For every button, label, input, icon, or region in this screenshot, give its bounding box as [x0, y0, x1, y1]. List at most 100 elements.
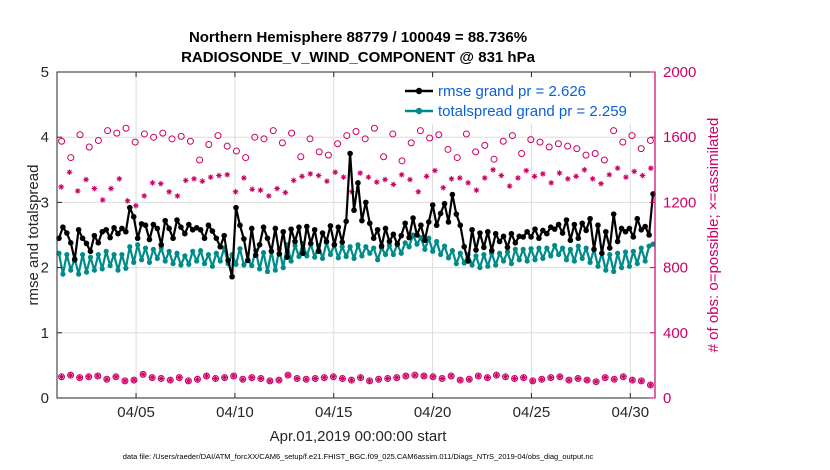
y-right-tick-label: 2000 — [663, 64, 696, 81]
axis-ticks: 04/05 04/10 04/15 04/20 04/25 04/30 0 1 2 3 4 5 0 400… — [41, 64, 697, 421]
totalspread-point — [477, 265, 483, 271]
totalspread-point — [233, 261, 239, 267]
legend-box — [398, 78, 650, 124]
possible-obs-marker — [420, 372, 428, 380]
totalspread-point — [64, 251, 70, 258]
assimilated-obs-marker — [448, 373, 454, 379]
assimilated-obs-marker — [194, 376, 201, 383]
totalspread-point — [453, 261, 459, 267]
assimilated-obs-marker — [481, 175, 488, 181]
assimilated-obs-marker — [648, 165, 654, 171]
possible-obs-marker — [502, 373, 509, 381]
totalspread-point — [166, 248, 172, 254]
possible-obs-marker — [121, 377, 129, 385]
rmse-point — [60, 224, 66, 230]
totalspread-point — [162, 258, 168, 264]
rmse-point — [528, 234, 534, 240]
possible-obs-marker — [284, 371, 292, 379]
assimilated-obs-marker — [423, 173, 430, 180]
possible-obs-marker — [547, 374, 555, 382]
rmse-point — [359, 217, 365, 224]
rmse-point — [418, 222, 424, 229]
rmse-point — [158, 241, 165, 248]
possible-obs-marker — [591, 150, 599, 157]
rmse-point — [126, 204, 133, 211]
totalspread-point — [607, 251, 613, 258]
possible-obs-marker — [375, 375, 383, 383]
totalspread-point — [241, 262, 247, 268]
rmse-point — [174, 217, 180, 223]
totalspread-point — [60, 271, 66, 277]
rmse-point — [185, 221, 192, 228]
rmse-point — [355, 180, 361, 186]
assimilated-obs-marker — [639, 172, 646, 179]
totalspread-point — [264, 268, 271, 275]
totalspread-point — [410, 232, 416, 238]
rmse-point — [178, 224, 184, 230]
possible-obs-marker — [85, 373, 93, 381]
possible-obs-marker — [556, 373, 564, 381]
assimilated-obs-marker — [611, 376, 618, 383]
possible-obs-marker — [601, 374, 609, 382]
x-tick-label: 04/05 — [117, 404, 155, 421]
totalspread-point — [138, 257, 145, 263]
possible-obs-marker — [628, 132, 636, 140]
totalspread-point — [107, 263, 113, 269]
totalspread-point — [548, 253, 554, 259]
possible-obs-marker — [472, 148, 480, 156]
rmse-point — [441, 200, 448, 207]
assimilated-obs-marker — [108, 185, 114, 192]
totalspread-point — [437, 251, 444, 258]
rmse-point — [390, 231, 397, 238]
assimilated-obs-marker — [158, 180, 164, 187]
rmse-point — [315, 248, 322, 255]
rmse-point — [146, 236, 153, 243]
assimilated-obs-marker — [265, 193, 272, 199]
totalspread-point — [630, 248, 636, 254]
rmse-point — [217, 243, 224, 250]
possible-obs-marker — [130, 376, 138, 384]
assimilated-obs-marker — [623, 174, 629, 180]
possible-obs-marker — [481, 141, 489, 149]
rmse-point — [213, 235, 220, 242]
rmse-point — [484, 228, 491, 235]
y-left-tick-label: 3 — [41, 194, 49, 211]
assimilated-obs-marker — [274, 185, 280, 192]
rmse-point — [95, 240, 102, 246]
rmse-point — [339, 239, 346, 245]
possible-obs-marker — [529, 377, 537, 385]
rmse-point — [492, 230, 499, 237]
possible-obs-marker — [150, 133, 158, 141]
possible-obs-marker — [447, 372, 455, 380]
possible-obs-marker — [610, 127, 618, 135]
possible-obs-marker — [592, 378, 600, 386]
assimilated-obs-marker — [158, 375, 164, 382]
possible-obs-marker — [177, 132, 185, 140]
rmse-point — [626, 225, 633, 232]
totalspread-point — [201, 261, 208, 267]
assimilated-obs-marker — [502, 374, 509, 380]
assimilated-obs-marker — [239, 376, 246, 383]
totalspread-point — [512, 246, 518, 252]
possible-obs-marker — [306, 135, 314, 143]
possible-obs-marker — [444, 145, 452, 153]
assimilated-obs-marker — [638, 378, 645, 384]
rmse-point — [477, 230, 483, 236]
totalspread-point — [382, 251, 389, 258]
rmse-point — [536, 235, 542, 242]
assimilated-obs-marker — [199, 178, 206, 185]
possible-obs-marker — [527, 136, 535, 144]
legend-rmse-marker — [415, 87, 423, 95]
totalspread-point — [91, 267, 97, 273]
y-left-tick-label: 0 — [41, 390, 49, 407]
possible-obs-marker — [203, 372, 210, 380]
rmse-point — [304, 223, 310, 230]
rmse-point — [64, 230, 70, 236]
assimilated-obs-marker — [412, 372, 418, 378]
possible-obs-marker — [168, 135, 176, 143]
possible-obs-marker — [212, 374, 220, 382]
rmse-point — [429, 202, 436, 208]
rmse-point — [437, 210, 444, 217]
totalspread-point — [339, 244, 345, 250]
assimilated-obs-marker — [390, 181, 397, 188]
